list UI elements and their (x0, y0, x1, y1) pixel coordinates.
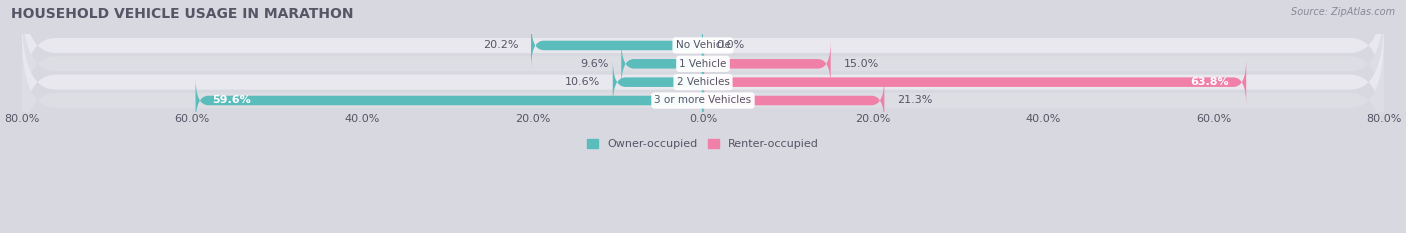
Text: No Vehicle: No Vehicle (675, 41, 731, 51)
Text: 3 or more Vehicles: 3 or more Vehicles (654, 96, 752, 106)
Text: 2 Vehicles: 2 Vehicles (676, 77, 730, 87)
FancyBboxPatch shape (22, 35, 1384, 166)
FancyBboxPatch shape (703, 41, 831, 86)
Text: 20.2%: 20.2% (482, 41, 519, 51)
FancyBboxPatch shape (22, 0, 1384, 111)
FancyBboxPatch shape (703, 78, 884, 123)
Text: 15.0%: 15.0% (844, 59, 879, 69)
Text: 9.6%: 9.6% (581, 59, 609, 69)
Text: 63.8%: 63.8% (1191, 77, 1229, 87)
FancyBboxPatch shape (621, 41, 703, 86)
FancyBboxPatch shape (531, 23, 703, 68)
FancyBboxPatch shape (22, 0, 1384, 130)
FancyBboxPatch shape (195, 78, 703, 123)
Text: Source: ZipAtlas.com: Source: ZipAtlas.com (1291, 7, 1395, 17)
Text: 21.3%: 21.3% (897, 96, 932, 106)
FancyBboxPatch shape (22, 16, 1384, 148)
Text: 10.6%: 10.6% (565, 77, 600, 87)
Text: 0.0%: 0.0% (716, 41, 744, 51)
Text: HOUSEHOLD VEHICLE USAGE IN MARATHON: HOUSEHOLD VEHICLE USAGE IN MARATHON (11, 7, 354, 21)
Legend: Owner-occupied, Renter-occupied: Owner-occupied, Renter-occupied (582, 134, 824, 154)
Text: 59.6%: 59.6% (212, 96, 252, 106)
FancyBboxPatch shape (703, 59, 1246, 105)
FancyBboxPatch shape (613, 59, 703, 105)
Text: 1 Vehicle: 1 Vehicle (679, 59, 727, 69)
